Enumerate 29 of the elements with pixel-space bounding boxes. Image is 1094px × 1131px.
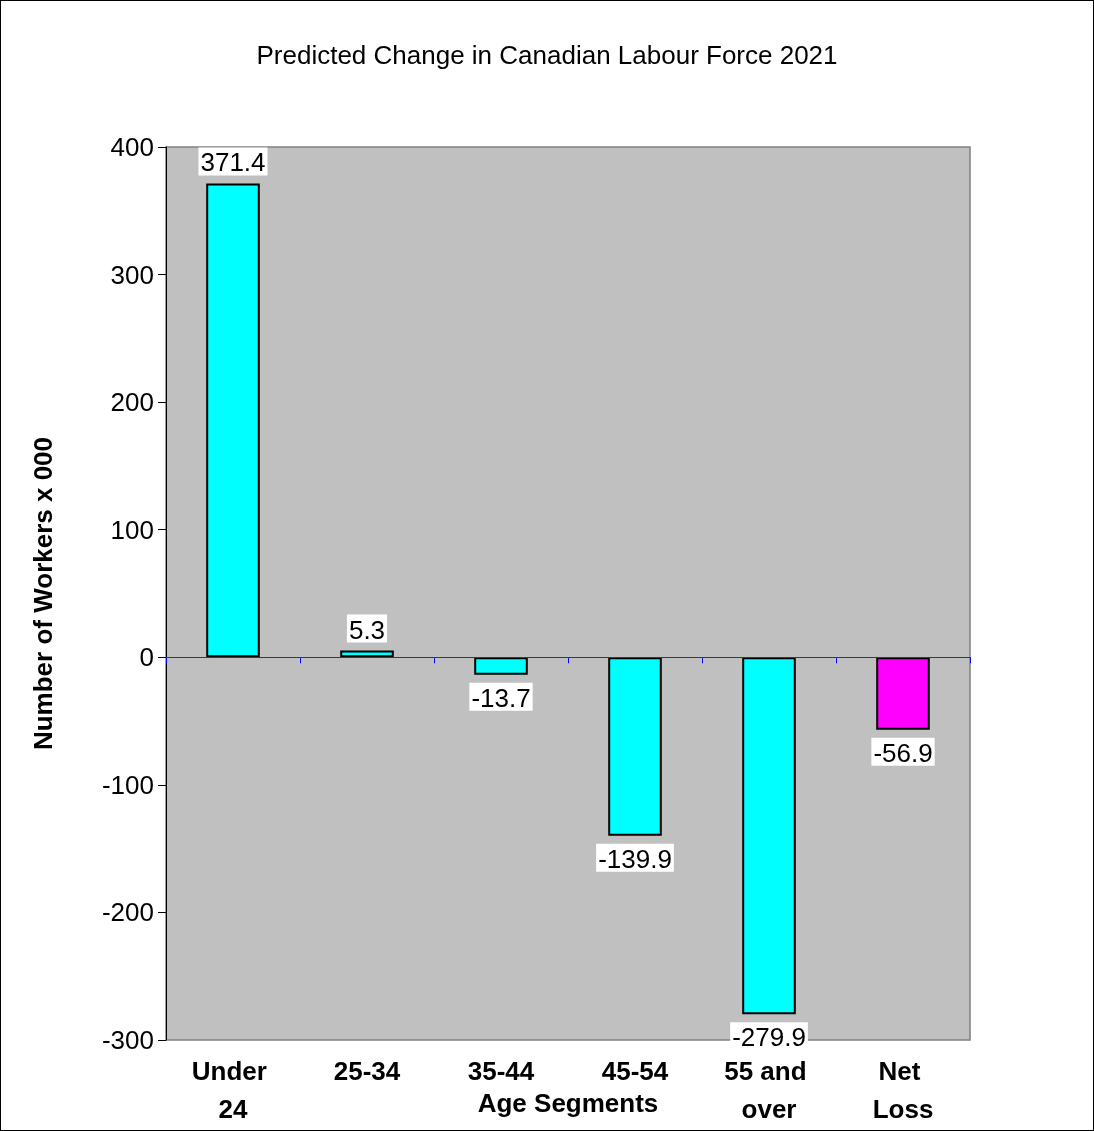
y-tick-label: -100 <box>101 769 154 800</box>
x-tick-label: 25-34 <box>333 1056 401 1086</box>
y-axis-title: Number of Workers x 000 <box>28 436 58 751</box>
y-tick-label: 100 <box>110 514 154 545</box>
y-tick-label: 200 <box>110 387 154 418</box>
data-label: -279.9 <box>732 1022 806 1053</box>
y-tick-label: 0 <box>139 642 154 673</box>
x-tick-label: 35-44 <box>467 1056 535 1086</box>
x-tick-label: 45-54 <box>601 1056 669 1086</box>
bar <box>474 657 528 675</box>
y-tick-label: 400 <box>110 132 154 162</box>
bar <box>608 657 662 836</box>
bar <box>206 183 260 658</box>
bar <box>340 650 394 658</box>
y-tick-label: -300 <box>101 1025 154 1055</box>
bar <box>876 657 930 730</box>
bar <box>742 657 796 1015</box>
data-label: -56.9 <box>873 737 933 768</box>
chart-title: Predicted Change in Canadian Labour Force 2021 <box>256 40 838 70</box>
data-label: -139.9 <box>598 843 672 874</box>
x-tick-label: Net Loss <box>872 1056 934 1124</box>
data-label: 371.4 <box>200 147 266 178</box>
y-tick-label: -200 <box>101 897 154 928</box>
x-axis-title: Age Segments <box>477 1088 659 1118</box>
y-tick-label: 300 <box>110 259 154 290</box>
data-label: 5.3 <box>348 614 386 645</box>
data-label: -13.7 <box>471 682 531 713</box>
x-tick-label: Under 24 <box>191 1056 275 1124</box>
x-tick-label: 55 and over <box>724 1056 814 1124</box>
